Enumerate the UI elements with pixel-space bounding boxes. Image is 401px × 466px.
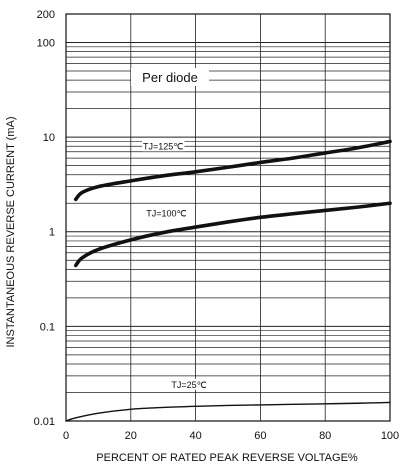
y-ticks: 0.01 0.1 1 10 100 200 bbox=[34, 9, 55, 428]
x-tick-label: 80 bbox=[319, 430, 331, 442]
series-line-3 bbox=[65, 401, 391, 422]
plot-frame bbox=[65, 13, 391, 422]
y-tick-label: 1 bbox=[49, 227, 55, 239]
annotation-text: Per diode bbox=[142, 70, 198, 85]
y-tick-label: 100 bbox=[37, 37, 55, 49]
annotation-box: Per diode bbox=[131, 68, 209, 86]
series-label-3: TJ=25℃ bbox=[171, 380, 206, 390]
series-label-background bbox=[170, 378, 208, 390]
y-tick-label: 0.1 bbox=[40, 321, 55, 333]
y-axis-title: INSTANTANEOUS REVERSE CURRENT (mA) bbox=[5, 116, 17, 347]
y-tick-label: 200 bbox=[37, 9, 55, 21]
x-tick-label: 20 bbox=[125, 430, 137, 442]
curves: TJ=125℃ TJ=100℃ TJ=25℃ bbox=[65, 139, 392, 422]
series-label-background bbox=[142, 140, 185, 152]
annotation-background bbox=[131, 68, 209, 86]
x-tick-label: 40 bbox=[189, 430, 201, 442]
series-line-1 bbox=[73, 139, 392, 202]
series-line-2 bbox=[73, 201, 392, 268]
y-tick-label: 0.01 bbox=[34, 416, 55, 428]
x-tick-label: 60 bbox=[254, 430, 266, 442]
series-label-2: TJ=100℃ bbox=[146, 209, 186, 219]
grid-lines bbox=[66, 14, 390, 421]
x-axis-title: PERCENT OF RATED PEAK REVERSE VOLTAGE% bbox=[96, 452, 358, 464]
x-tick-label: 0 bbox=[63, 430, 69, 442]
series-label-background bbox=[145, 207, 188, 219]
x-ticks: 0 20 40 60 80 100 bbox=[63, 430, 399, 442]
y-tick-label: 10 bbox=[43, 132, 55, 144]
series-label-1: TJ=125℃ bbox=[143, 141, 183, 151]
x-tick-label: 100 bbox=[381, 430, 399, 442]
